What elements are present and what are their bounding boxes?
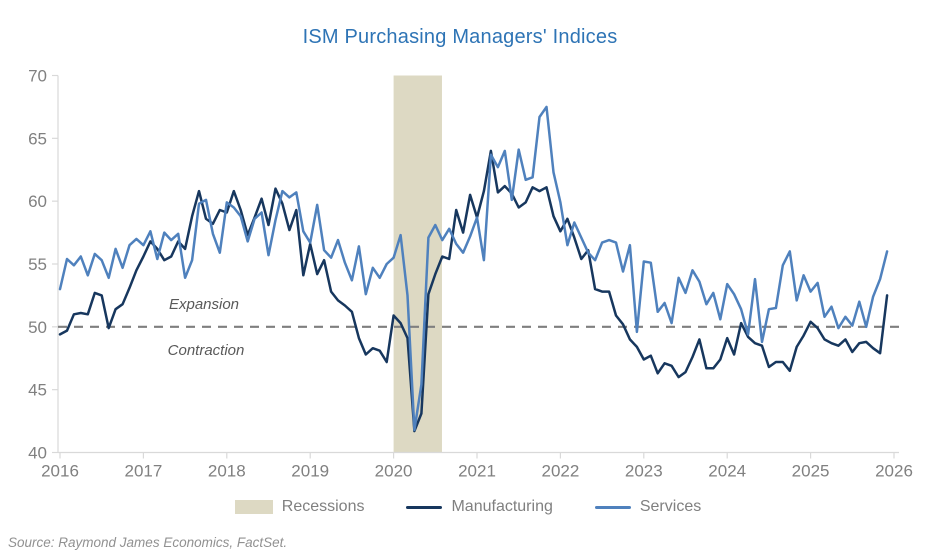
recession-band [393, 75, 442, 453]
x-axis-tick-label: 2016 [41, 462, 79, 481]
legend-label-recessions: Recessions [281, 498, 365, 515]
recessions-swatch-icon [234, 500, 273, 514]
source-note: Source: Raymond James Economics, FactSet… [8, 535, 288, 550]
y-axis-tick-label: 50 [28, 318, 47, 337]
legend-item-manufacturing: Manufacturing [406, 498, 553, 516]
x-axis-tick-label: 2024 [708, 462, 746, 481]
x-axis-tick-label: 2017 [124, 462, 162, 481]
y-axis-tick-label: 45 [28, 381, 47, 400]
x-axis-tick-label: 2025 [792, 462, 830, 481]
x-axis-tick-label: 2018 [208, 462, 246, 481]
y-axis-tick-label: 70 [28, 67, 47, 86]
x-axis-tick-label: 2020 [375, 462, 413, 481]
y-axis-tick-label: 55 [28, 255, 47, 274]
legend-item-services: Services [594, 498, 702, 516]
x-axis-tick-label: 2026 [875, 462, 913, 481]
x-axis-tick-label: 2023 [625, 462, 663, 481]
expansion-label: Expansion [169, 296, 239, 313]
x-axis-tick-label: 2022 [541, 462, 579, 481]
chart-title: ISM Purchasing Managers' Indices [302, 26, 618, 48]
services-swatch-icon [594, 505, 631, 509]
manufacturing-swatch-icon [406, 505, 443, 509]
legend: Recessions Manufacturing Services [0, 498, 936, 516]
x-axis-tick-label: 2019 [291, 462, 329, 481]
contraction-label: Contraction [168, 342, 245, 359]
services-line [58, 105, 889, 432]
y-axis-tick-label: 65 [28, 129, 47, 148]
legend-label-manufacturing: Manufacturing [451, 498, 553, 515]
y-axis-tick-label: 40 [28, 444, 47, 463]
y-axis-tick-label: 60 [28, 192, 47, 211]
manufacturing-line [58, 149, 889, 433]
legend-label-services: Services [639, 498, 702, 515]
x-axis-tick-label: 2021 [458, 462, 496, 481]
legend-item-recessions: Recessions [234, 498, 365, 516]
